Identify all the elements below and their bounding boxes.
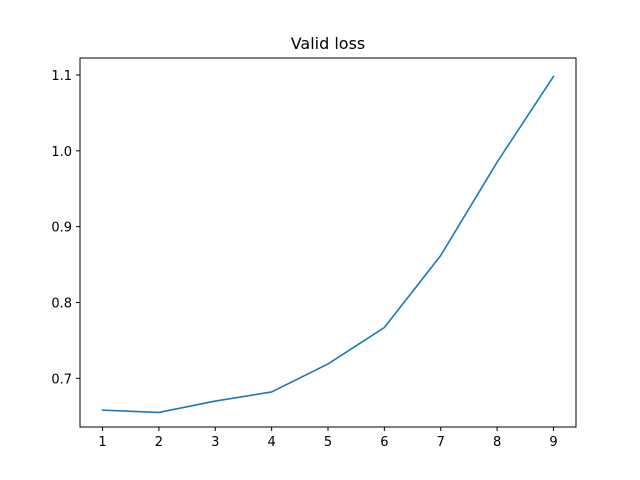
y-tick-label-1.0: 1.0 — [51, 145, 72, 160]
x-tick-label-1: 1 — [98, 435, 106, 450]
y-tick-label-0.9: 0.9 — [51, 221, 72, 236]
x-tick-label-9: 9 — [549, 435, 557, 450]
chart-title: Valid loss — [291, 34, 366, 53]
y-tick-label-1.1: 1.1 — [51, 69, 72, 84]
x-tick-label-2: 2 — [155, 435, 163, 450]
x-tick-label-6: 6 — [380, 435, 388, 450]
y-tick-label-0.7: 0.7 — [51, 372, 72, 387]
plot-area: 1 2 3 4 5 6 7 8 9 0.7 0.8 0.9 1.0 1.1 — [51, 57, 577, 450]
x-tick-label-4: 4 — [267, 435, 275, 450]
x-tick-label-3: 3 — [211, 435, 219, 450]
series-line-0 — [101, 75, 555, 414]
x-tick-label-5: 5 — [324, 435, 332, 450]
x-tick-label-8: 8 — [493, 435, 501, 450]
axes-frame — [79, 57, 577, 428]
y-tick-label-0.8: 0.8 — [51, 296, 72, 311]
x-tick-label-7: 7 — [437, 435, 445, 450]
